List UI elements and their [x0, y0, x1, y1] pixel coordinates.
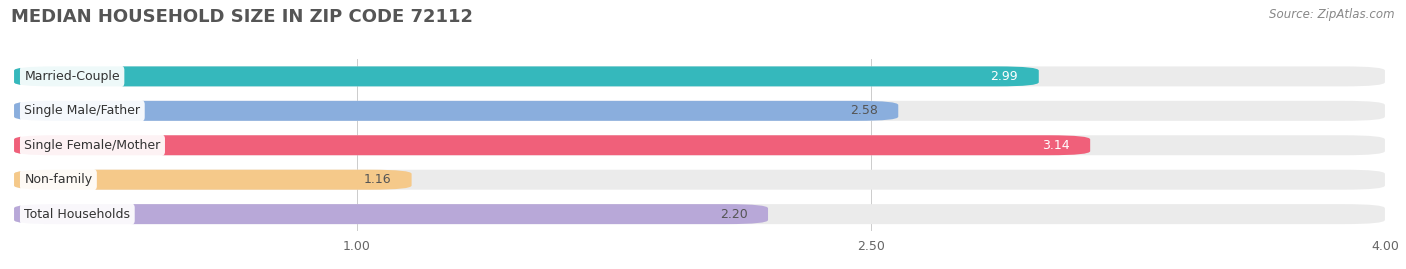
FancyBboxPatch shape: [14, 170, 1385, 190]
Text: 2.20: 2.20: [720, 208, 748, 221]
FancyBboxPatch shape: [14, 101, 898, 121]
FancyBboxPatch shape: [14, 204, 768, 224]
Text: Total Households: Total Households: [24, 208, 131, 221]
Text: 3.14: 3.14: [1042, 139, 1070, 152]
Text: 2.58: 2.58: [849, 104, 877, 117]
Text: Single Female/Mother: Single Female/Mother: [24, 139, 160, 152]
FancyBboxPatch shape: [14, 135, 1385, 155]
FancyBboxPatch shape: [14, 101, 1385, 121]
FancyBboxPatch shape: [14, 66, 1385, 86]
Text: Source: ZipAtlas.com: Source: ZipAtlas.com: [1270, 8, 1395, 21]
Text: 1.16: 1.16: [363, 173, 391, 186]
FancyBboxPatch shape: [14, 135, 1090, 155]
Text: Non-family: Non-family: [24, 173, 93, 186]
Text: Single Male/Father: Single Male/Father: [24, 104, 141, 117]
FancyBboxPatch shape: [14, 204, 1385, 224]
FancyBboxPatch shape: [14, 170, 412, 190]
FancyBboxPatch shape: [14, 66, 1039, 86]
Text: Married-Couple: Married-Couple: [24, 70, 120, 83]
Text: 2.99: 2.99: [991, 70, 1018, 83]
Text: MEDIAN HOUSEHOLD SIZE IN ZIP CODE 72112: MEDIAN HOUSEHOLD SIZE IN ZIP CODE 72112: [11, 8, 474, 26]
